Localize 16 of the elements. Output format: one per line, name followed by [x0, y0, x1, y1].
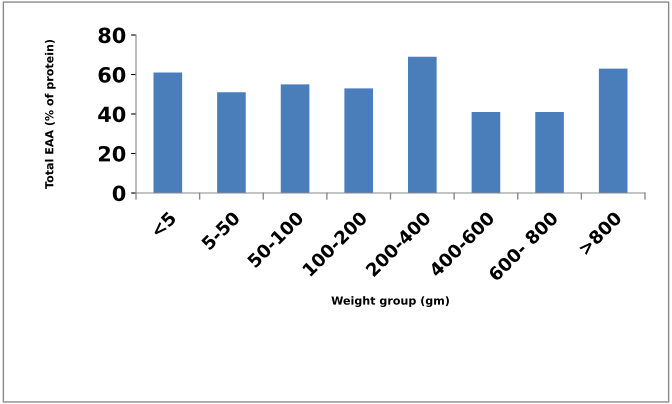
y-axis-title: Total EAA (% of protein): [44, 40, 56, 189]
y-tick-label: 0: [112, 185, 126, 202]
y-tick-label: 80: [98, 27, 126, 44]
x-axis-title: Weight group (gm): [331, 296, 449, 308]
y-tick-label: 20: [98, 146, 126, 162]
bar: [217, 92, 246, 193]
bar: [408, 56, 437, 193]
y-tick-label: 60: [98, 66, 126, 83]
bar: [280, 84, 310, 193]
x-tick-label: <5: [150, 210, 177, 238]
bar: [535, 112, 564, 193]
bar: [472, 112, 500, 193]
bar: [153, 72, 182, 193]
y-tick-label: 40: [98, 106, 126, 122]
bar: [344, 88, 374, 193]
bar: [598, 68, 628, 193]
